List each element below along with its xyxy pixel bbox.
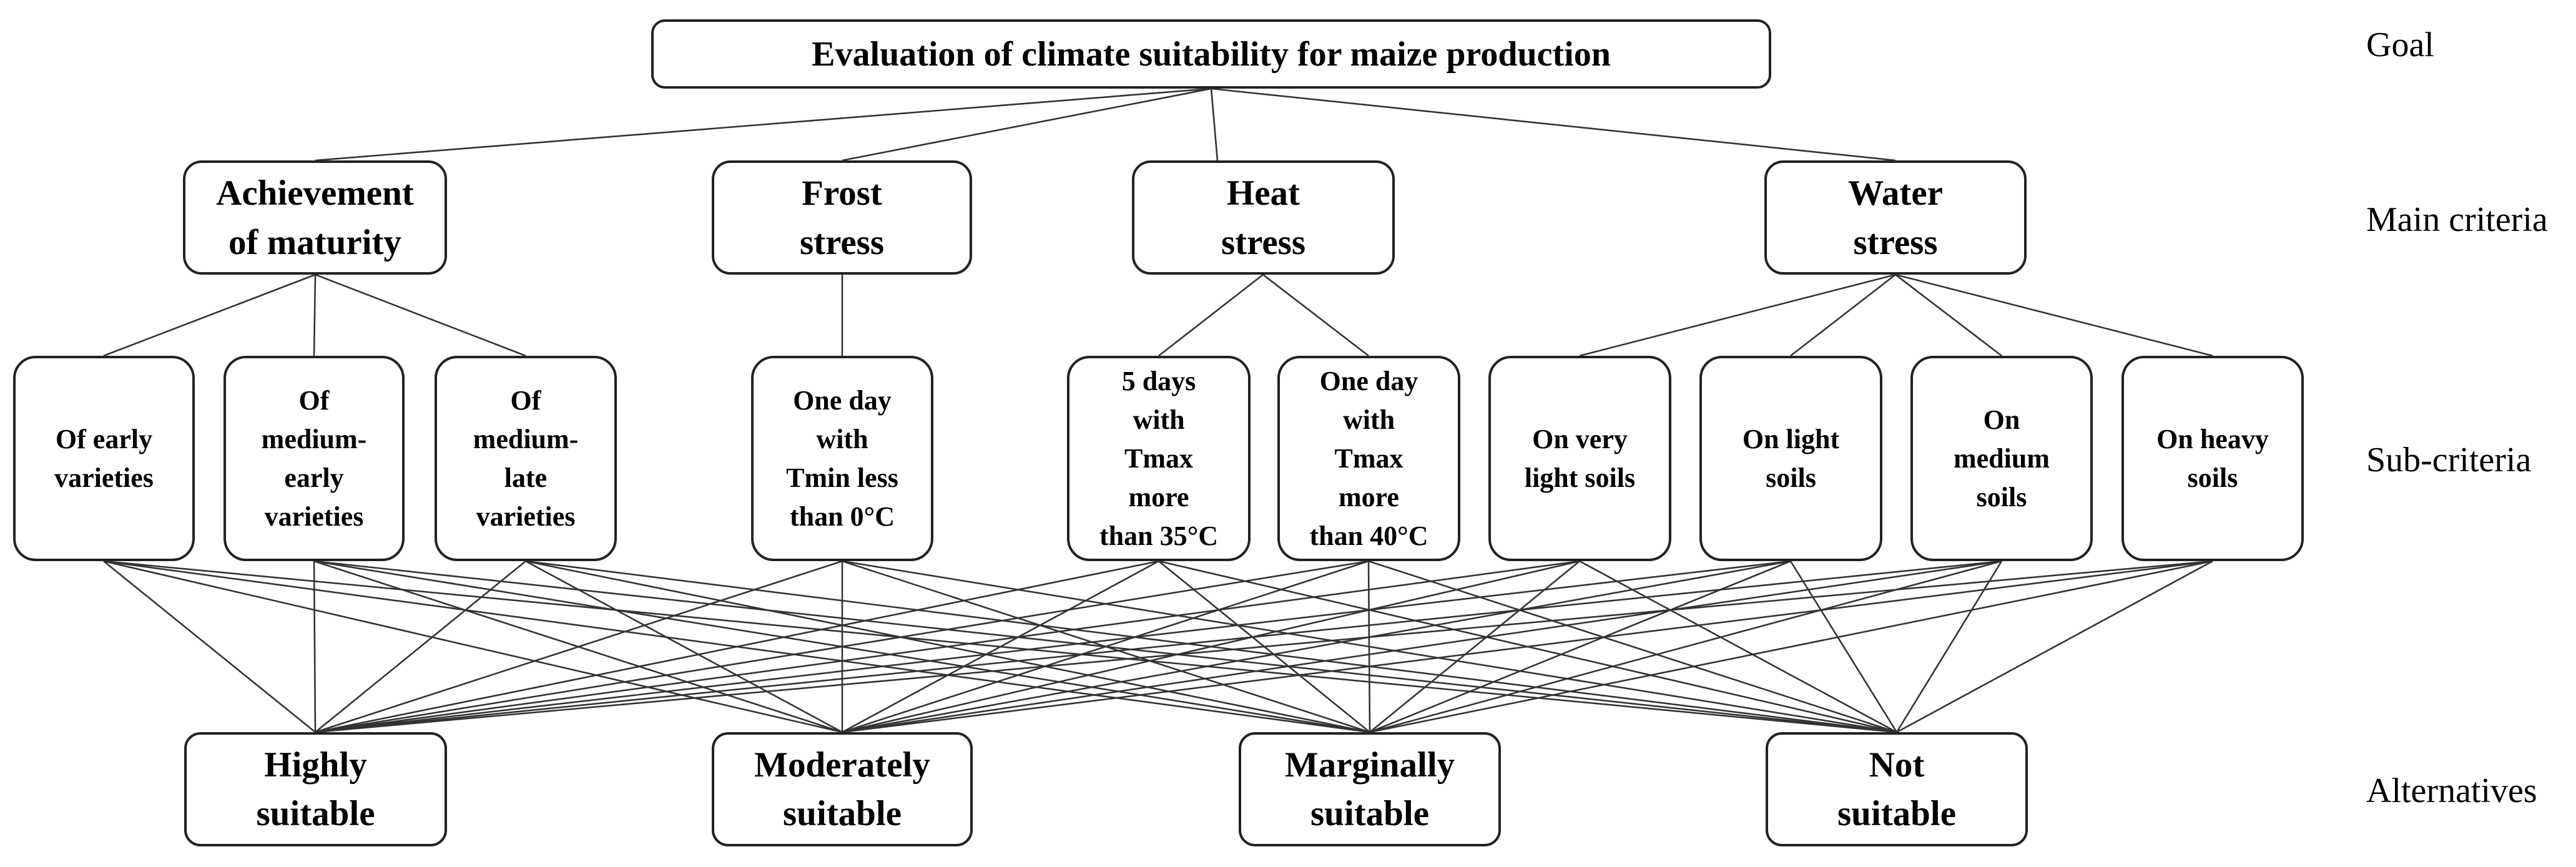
alternative-moderately-suitable: Moderately suitable [712, 732, 973, 846]
sub-to-alternative-link [1367, 561, 1371, 733]
sub-to-alternative-link [315, 560, 1369, 733]
sub-to-alternative-link [842, 560, 2002, 733]
main-to-sub-link [1895, 273, 2213, 357]
main-to-sub-link [1579, 273, 1896, 357]
sub-to-alternative-link [842, 560, 1369, 733]
main-to-sub-link [1158, 273, 1264, 357]
sub-criterion-medium-early-varieties: Of medium- early varieties [224, 356, 405, 561]
sub-to-alternative-link [842, 560, 2213, 733]
sub-to-alternative-link [315, 560, 843, 733]
sub-to-alternative-link [315, 560, 1159, 733]
goal-to-main-link [1211, 87, 1896, 162]
sub-to-alternative-link [103, 560, 843, 733]
sub-to-alternative-link [525, 560, 843, 733]
main-to-sub-link [1262, 273, 1369, 357]
sub-to-alternative-link [1789, 561, 1898, 733]
sub-to-alternative-link [842, 560, 1159, 733]
level-label-main-criteria: Main criteria [2366, 200, 2548, 239]
sub-to-alternative-link [315, 560, 1791, 733]
sub-criterion-medium-late-varieties: Of medium- late varieties [435, 356, 617, 561]
sub-criterion-heavy-soils: On heavy soils [2121, 356, 2304, 561]
main-criterion-frost-stress: Frost stress [712, 160, 972, 275]
sub-to-alternative-link [313, 561, 317, 733]
sub-criterion-light-soils: On light soils [1699, 356, 1882, 561]
sub-criterion-very-light-soils: On very light soils [1488, 356, 1671, 561]
sub-to-alternative-link [1896, 560, 2213, 733]
sub-criterion-five-days-tmax-35: 5 days with Tmax more than 35°C [1067, 356, 1251, 561]
sub-criterion-one-day-tmax-40: One day with Tmax more than 40°C [1277, 356, 1460, 561]
goal-to-main-link [315, 87, 1212, 162]
main-to-sub-link [103, 273, 316, 357]
sub-to-alternative-link [103, 560, 316, 733]
sub-criterion-medium-soils: On medium soils [1910, 356, 2093, 561]
alternative-highly-suitable: Highly suitable [184, 732, 447, 846]
sub-to-alternative-link [842, 560, 1791, 733]
alternative-marginally-suitable: Marginally suitable [1239, 732, 1501, 846]
sub-to-alternative-link [315, 560, 526, 733]
level-label-goal: Goal [2366, 26, 2434, 64]
sub-criterion-tmin-below-zero: One day with Tmin less than 0°C [751, 356, 933, 561]
sub-to-alternative-link [1369, 560, 2213, 733]
main-to-sub-link [1790, 273, 1896, 357]
sub-criterion-early-varieties: Of early varieties [13, 356, 195, 561]
alternative-not-suitable: Not suitable [1766, 732, 2028, 846]
main-to-sub-link [315, 273, 526, 357]
goal-to-main-link [842, 87, 1212, 162]
goal-to-main-link [1210, 88, 1219, 161]
level-label-alternatives: Alternatives [2366, 771, 2537, 810]
sub-to-alternative-link [1369, 560, 1791, 733]
main-criterion-water-stress: Water stress [1764, 160, 2027, 275]
sub-to-alternative-link [842, 560, 1580, 733]
main-criterion-achievement-of-maturity: Achievement of maturity [183, 160, 447, 275]
sub-to-alternative-link [315, 560, 1580, 733]
main-criterion-heat-stress: Heat stress [1132, 160, 1395, 275]
sub-to-alternative-link [315, 560, 2213, 733]
level-label-sub-criteria: Sub-criteria [2366, 441, 2532, 479]
sub-to-alternative-link [315, 560, 2002, 733]
main-to-sub-link [313, 274, 317, 356]
goal-box: Evaluation of climate suitability for ma… [651, 19, 1771, 89]
sub-to-alternative-link [1895, 561, 2003, 733]
main-to-sub-link [1895, 273, 2002, 357]
sub-to-alternative-link [1369, 560, 1580, 733]
